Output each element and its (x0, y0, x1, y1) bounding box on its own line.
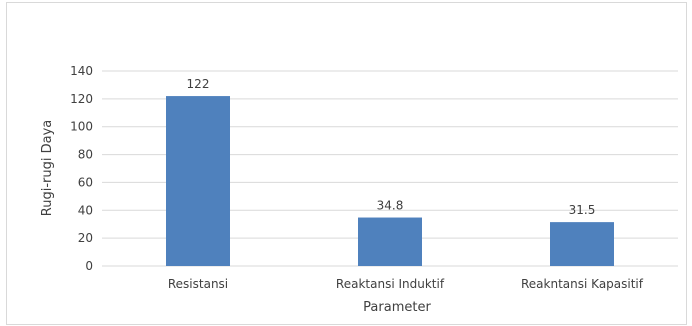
bar (166, 96, 230, 266)
y-tick-label: 0 (85, 259, 93, 273)
x-tick-label: Reakntansi Kapasitif (521, 277, 644, 291)
y-tick-label: 140 (70, 64, 93, 78)
data-label: 34.8 (377, 199, 404, 213)
bar (358, 217, 422, 266)
data-label: 31.5 (569, 203, 596, 217)
y-tick-labels: 0 20 40 60 80 100 120 140 (70, 64, 93, 273)
y-tick-label: 120 (70, 92, 93, 106)
x-tick-label: Reaktansi Induktif (336, 277, 445, 291)
x-tick-labels: Resistansi Reaktansi Induktif Reakntansi K… (168, 277, 644, 291)
data-label: 122 (187, 77, 210, 91)
y-axis-label: Rugi-rugi Daya (40, 120, 55, 216)
y-tick-label: 80 (78, 148, 93, 162)
x-axis-label: Parameter (363, 300, 431, 315)
chart-frame (6, 2, 687, 325)
y-tick-label: 60 (78, 175, 93, 189)
bars (166, 96, 614, 266)
x-tick-label: Resistansi (168, 277, 228, 291)
y-tick-label: 20 (78, 231, 93, 245)
bar (550, 222, 614, 266)
y-tick-label: 100 (70, 120, 93, 134)
y-tick-label: 40 (78, 203, 93, 217)
data-labels: 122 34.8 31.5 (187, 77, 596, 217)
